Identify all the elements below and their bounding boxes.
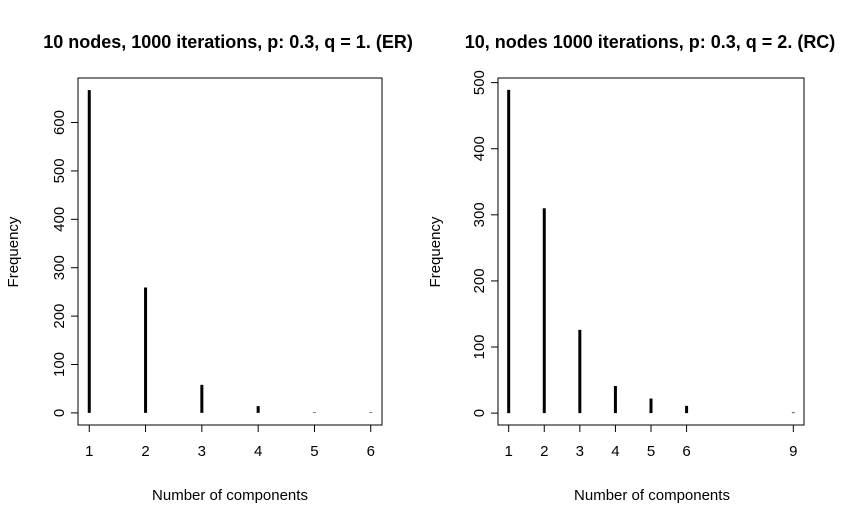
- chart-1-y-tick-label: 200: [51, 304, 68, 329]
- chart-1-y-tick-label: 300: [51, 255, 68, 280]
- chart-panel-1: 10 nodes, 1000 iterations, p: 0.3, q = 1…: [5, 32, 413, 504]
- chart-1-y-tick-label: 100: [51, 352, 68, 377]
- chart-1-marks: 1 2 3 4 5 6 0 100 200 300 400 500 600: [51, 90, 375, 460]
- chart-2-x-tick-label: 4: [611, 443, 619, 460]
- chart-2-marks: 1 2 3 4 5 6 9 0 100 200 300 400 500: [471, 70, 797, 460]
- chart-1-x-tick-label: 5: [310, 443, 318, 460]
- chart-2-y-tick-label: 200: [471, 268, 488, 293]
- chart-2-x-tick-label: 3: [576, 443, 584, 460]
- chart-1-y-tick-label: 400: [51, 207, 68, 232]
- chart-2-x-tick-label: 1: [505, 443, 513, 460]
- chart-2-x-tick-label: 2: [540, 443, 548, 460]
- chart-1-plot-frame: [77, 77, 383, 426]
- chart-2-x-tick-label: 6: [682, 443, 690, 460]
- chart-2-y-tick-label: 500: [471, 70, 488, 95]
- chart-2-y-tick-label: 300: [471, 202, 488, 227]
- chart-2-y-tick-label: 400: [471, 136, 488, 161]
- chart-panel-2: 10, nodes 1000 iterations, p: 0.3, q = 2…: [427, 32, 835, 504]
- chart-2-y-tick-label: 0: [471, 409, 488, 417]
- chart-1-ylabel: Frequency: [5, 216, 22, 287]
- chart-1-x-tick-label: 3: [198, 443, 206, 460]
- chart-1-x-tick-label: 6: [367, 443, 375, 460]
- chart-1-x-tick-label: 4: [254, 443, 262, 460]
- chart-2-x-tick-label: 9: [789, 443, 797, 460]
- chart-1-x-tick-label: 2: [141, 443, 149, 460]
- chart-1-y-tick-label: 500: [51, 158, 68, 183]
- chart-2-x-tick-label: 5: [647, 443, 655, 460]
- chart-1-x-tick-label: 1: [85, 443, 93, 460]
- chart-2-ylabel: Frequency: [427, 216, 444, 287]
- chart-2-title: 10, nodes 1000 iterations, p: 0.3, q = 2…: [465, 32, 836, 52]
- chart-1-title: 10 nodes, 1000 iterations, p: 0.3, q = 1…: [43, 32, 413, 52]
- chart-2-y-tick-label: 100: [471, 334, 488, 359]
- chart-1-y-tick-label: 0: [51, 409, 68, 417]
- chart-1-xlabel: Number of components: [152, 487, 308, 504]
- chart-1-y-tick-label: 600: [51, 110, 68, 135]
- chart-2-xlabel: Number of components: [574, 487, 730, 504]
